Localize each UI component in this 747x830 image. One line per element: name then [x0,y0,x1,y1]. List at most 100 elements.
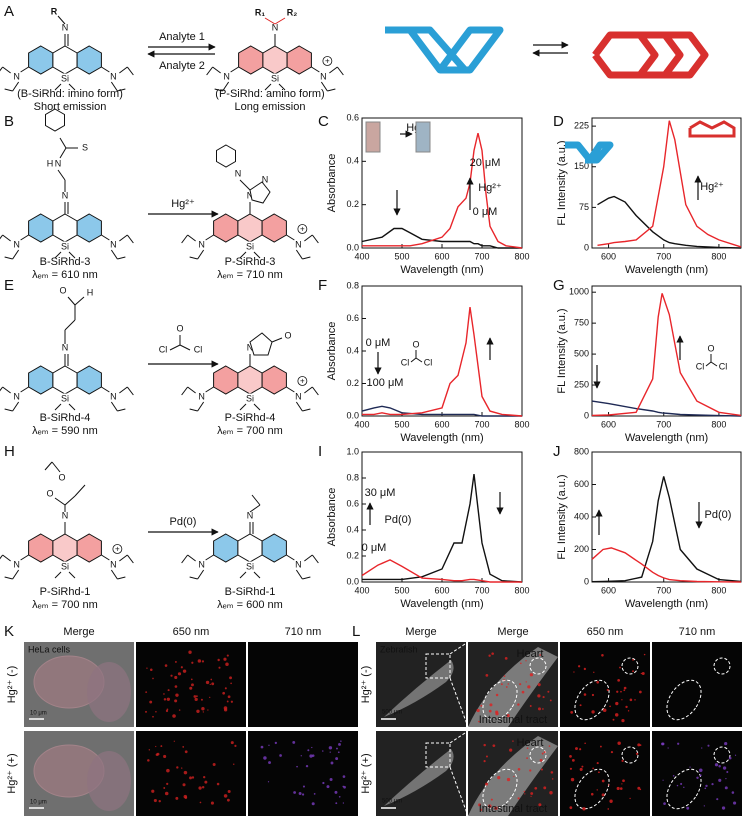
organ-outline [666,679,702,721]
signal-dot [223,794,228,798]
charge-ring [297,224,308,234]
atom: O [284,330,291,340]
signal-dot [311,746,313,749]
ring [216,144,236,168]
bond [205,234,214,241]
bond [212,66,221,74]
signal-dot [222,691,226,695]
signal-dot [629,797,631,800]
bond [101,66,110,73]
signal-dot [210,678,213,681]
signal-dot [145,710,147,713]
bond [119,554,128,562]
zoom-box [425,653,451,679]
signal-dot [329,777,333,781]
atom: Cl [696,361,705,371]
y-axis-label: Absorbance [326,488,338,547]
signal-dot [226,654,229,657]
signal-dot [549,791,553,795]
organ-outline [713,657,731,675]
panel-letter: G [553,277,565,294]
signal-dot [478,720,480,723]
bond [206,66,214,76]
bond [274,17,286,25]
bond [181,234,189,244]
bond [329,66,338,74]
signal-dot [209,696,211,699]
signal-dot [517,797,520,800]
ring [52,365,78,395]
ring [76,533,102,563]
compound-name: P-SiRhd-1 [40,586,91,598]
signal-dot [637,786,641,790]
signal-dot [617,678,620,682]
signal-dot [166,708,169,711]
signal-dot [635,752,639,755]
signal-dot [485,782,489,786]
bond [286,554,295,561]
signal-dot [619,666,621,669]
atom: Si [61,241,69,251]
signal-dot [591,710,595,714]
signal-dot [184,750,188,754]
cuvette [415,121,431,153]
signal-dot [328,746,333,750]
atom: Si [61,561,69,571]
x-tick-label: 800 [711,585,726,595]
signal-dot [300,755,302,757]
signal-dot [541,752,544,755]
signal-dot [725,778,727,780]
bond [187,554,196,562]
bond [126,234,134,244]
compound-name: B-SiRhd-1 [225,586,276,598]
y-tick-label: 0.0 [346,242,359,252]
bond [68,403,76,411]
bond [179,344,191,351]
signal-dot [223,706,228,710]
bond [214,88,223,92]
signal-dot [267,781,270,783]
spectrum-line [591,476,742,583]
bond [278,83,286,91]
signal-dot [714,763,719,767]
atom: N [110,71,117,81]
signal-dot [201,706,205,711]
zoom-line [449,641,469,655]
signal-dot [505,686,508,688]
atom: Si [246,393,254,403]
y-tick-label: 0.2 [346,550,359,560]
signal-dot [191,661,194,664]
spectrum-line [362,306,523,417]
signal-dot [234,744,237,747]
signal-dot [569,755,572,758]
signal-dot [149,700,153,704]
signal-dot [542,696,545,699]
signal-dot [173,740,175,742]
zoom-line [449,766,469,817]
bond [110,81,118,92]
lambda: λₑₘ = 600 nm [217,599,283,611]
micrograph [652,642,742,727]
atom: N [295,559,302,569]
column-header: 650 nm [173,626,210,638]
y-tick-label: 0.6 [346,498,359,508]
signal-dot [537,683,541,687]
ring [237,533,263,563]
signal-dot [329,751,331,753]
signal-dot [224,687,227,690]
x-tick-label: 400 [354,419,369,429]
signal-dot [610,750,614,754]
signal-dot [623,686,627,690]
bond [187,234,196,242]
y-tick-label: 0.8 [346,280,359,290]
bond [410,357,417,363]
bond [253,251,261,259]
signal-dot [632,658,634,661]
signal-dot [167,689,170,692]
y-tick-label: 0.0 [346,410,359,420]
bond [20,66,29,73]
charge-ring [297,376,308,386]
signal-dot [686,806,690,810]
bond [230,66,239,73]
spectrum-line [591,400,742,417]
